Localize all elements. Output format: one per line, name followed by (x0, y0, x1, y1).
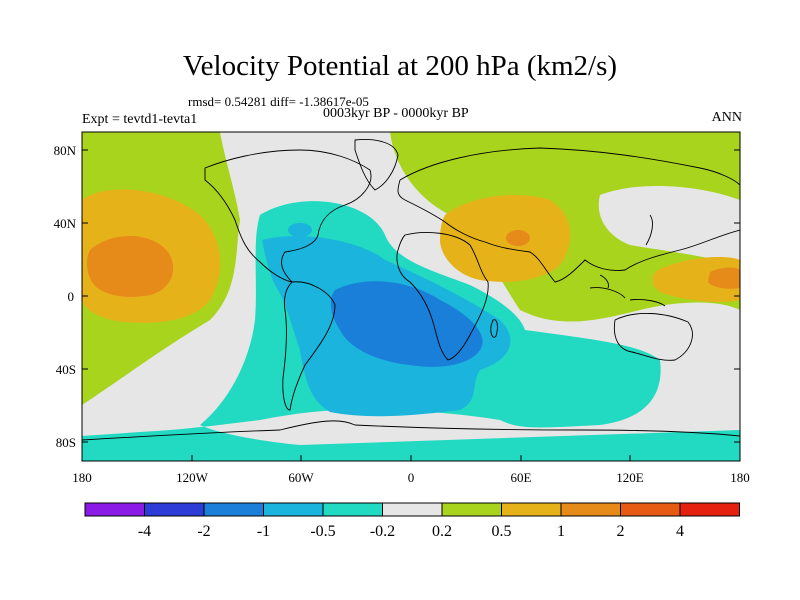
map-title: Velocity Potential at 200 hPa (km2/s) (182, 50, 618, 82)
lat-tick-80n: 80N (54, 143, 77, 158)
period-line: 0003kyr BP - 0000kyr BP (323, 106, 469, 121)
strong-positive-core-pacific (86, 236, 174, 297)
lon-tick-0: 0 (408, 470, 415, 485)
colorbar (84, 502, 740, 517)
colorbar-label: -4 (138, 523, 151, 540)
experiment-label: Expt = tevtd1-tevta1 (82, 112, 198, 127)
lat-tick-80s: 80S (56, 435, 76, 450)
colorbar-label: -1 (257, 523, 270, 540)
lon-tick-180-west: 180 (72, 470, 92, 485)
colorbar-box (679, 502, 740, 517)
colorbar-box (382, 502, 443, 517)
colorbar-label: 0.5 (492, 523, 512, 540)
colorbar-box (441, 502, 502, 517)
colorbar-label: 0.2 (432, 523, 452, 540)
latitude-axis (82, 149, 740, 443)
lon-tick-60w: 60W (288, 470, 314, 485)
longitude-axis (81, 455, 741, 461)
coastlines (82, 139, 740, 441)
lat-tick-40n: 40N (54, 216, 77, 231)
colorbar-box (620, 502, 681, 517)
strong-negative-core (330, 281, 483, 367)
colorbar-label: -0.2 (370, 523, 395, 540)
colorbar-box (322, 502, 383, 517)
colorbar-label: -2 (197, 523, 210, 540)
lat-tick-40s: 40S (56, 362, 76, 377)
colorbar-label: -0.5 (310, 523, 335, 540)
lon-tick-120e: 120E (616, 470, 644, 485)
colorbar-label: 4 (676, 523, 684, 540)
colorbar-box (84, 502, 145, 517)
colorbar-label: 1 (557, 523, 565, 540)
strong-positive-east-edge (708, 267, 740, 289)
negative-cell-caribbean (288, 223, 312, 237)
lon-tick-180-east: 180 (730, 470, 750, 485)
stats-line: rmsd= 0.54281 diff= -1.38617e-05 (188, 94, 369, 109)
strong-positive-cell-eurasia (506, 230, 530, 246)
colorbar-box (560, 502, 621, 517)
lon-tick-60e: 60E (511, 470, 532, 485)
colorbar-box (144, 502, 205, 517)
lon-tick-120w: 120W (176, 470, 209, 485)
positive-region-east-edge (652, 257, 740, 303)
colorbar-labels: -4 -2 -1 -0.5 -0.2 0.2 0.5 1 2 4 (138, 523, 684, 540)
colorbar-box (501, 502, 562, 517)
colorbar-label: 2 (617, 523, 625, 540)
season-label: ANN (711, 110, 742, 125)
colorbar-box (203, 502, 264, 517)
positive-region-eurasia (440, 195, 571, 282)
lat-tick-0: 0 (68, 289, 75, 304)
velocity-potential-field (82, 132, 740, 461)
neutral-region-pacific (598, 185, 740, 265)
colorbar-box (263, 502, 324, 517)
